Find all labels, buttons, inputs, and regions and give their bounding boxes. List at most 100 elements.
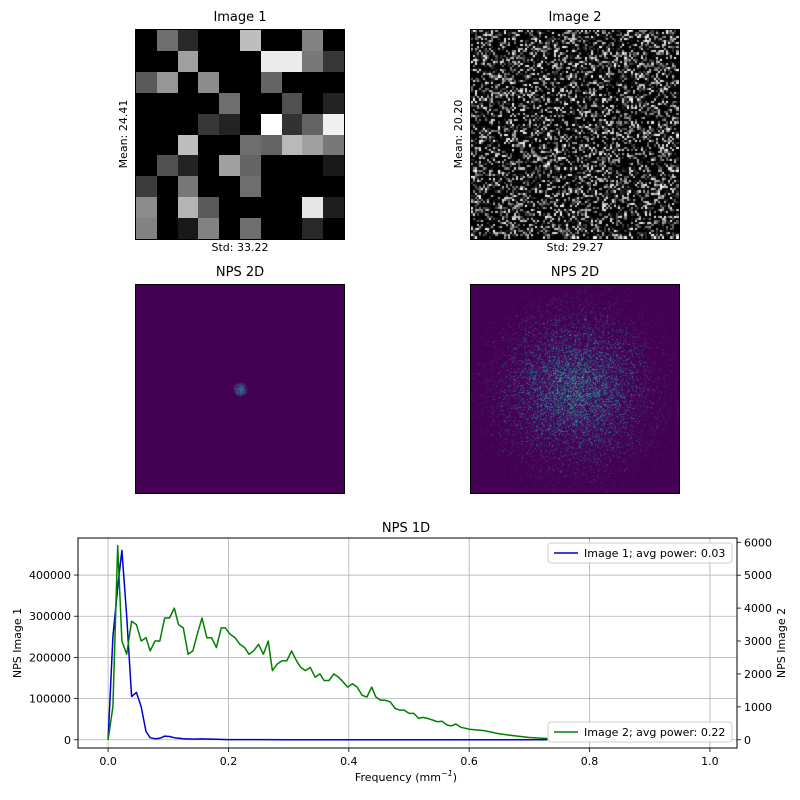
image1-pixel [302,135,323,155]
series-image1-line [107,549,548,741]
image1-pixel [302,218,323,239]
image1-pixel [157,93,178,114]
y-tick-label: 400000 [29,569,71,582]
image1-title: Image 1 [213,10,267,25]
image1-pixel [178,93,198,114]
image1-pixel [178,155,198,176]
image1-pixel [240,218,261,239]
image1-pixel [157,135,178,155]
image2-heatmap [470,29,680,240]
image1-pixel [219,51,240,72]
image1-pixel [323,197,344,218]
x-tick-label: 0.8 [581,755,599,768]
image1-pixel [282,93,302,114]
image1-pixel [302,176,323,197]
image1-pixel [302,114,323,135]
image1-pixel [261,197,282,218]
legend-image2-label: Image 2; avg power: 0.22 [584,726,725,739]
image1-pixel [302,197,323,218]
image1-std-label: Std: 33.22 [211,241,269,254]
image1-pixel [198,51,219,72]
image1-pixel [136,176,157,197]
nps1d-chart: NPS 1D 0.0 0.2 0.4 0.6 0.8 1.0 0 100000 200000 30… [11,521,788,784]
image1-pixel [282,197,302,218]
x-tick-label: 1.0 [701,755,719,768]
image1-pixel [240,30,261,51]
image1-pixel [302,30,323,51]
nps2d-2-heatmap [470,284,680,494]
image1-pixel [157,155,178,176]
image1-pixel [282,72,302,93]
image1-pixel [261,30,282,51]
image1-pixel [219,135,240,155]
image1-pixel [178,30,198,51]
image1-pixel [323,51,344,72]
image1-pixel [157,114,178,135]
image1-pixel [136,93,157,114]
legend-image1: Image 1; avg power: 0.03 [547,542,733,564]
image1-pixel [136,114,157,135]
y2-tick-label: 5000 [744,569,772,582]
nps2d-1-title: NPS 2D [215,265,265,280]
image1-pixel [219,30,240,51]
x-tick-label: 0.2 [220,755,238,768]
x-tick-label: 0.4 [340,755,358,768]
image1-pixel [302,155,323,176]
y-tick-label: 300000 [29,610,71,623]
image1-pixel [219,176,240,197]
y2-tick-label: 4000 [744,602,772,615]
image1-pixel [136,72,157,93]
image2-title: Image 2 [548,10,602,25]
y-tick-label: 100000 [29,693,71,706]
image1-pixel [323,135,344,155]
image1-pixel [157,72,178,93]
image1-pixel [198,176,219,197]
image1-pixel [240,155,261,176]
image1-pixel [261,114,282,135]
image1-pixel [261,176,282,197]
image1-pixel [302,72,323,93]
image1-pixel [178,135,198,155]
image1-pixel [178,218,198,239]
y2-tick-label: 2000 [744,668,772,681]
image1-pixel [198,72,219,93]
image1-pixel [178,72,198,93]
image2-std-label: Std: 29.27 [546,241,604,254]
image1-pixel [240,72,261,93]
nps1d-ylabel: NPS Image 1 [11,608,24,678]
nps1d-title: NPS 1D [382,521,430,536]
image1-pixel [240,135,261,155]
nps1d-plot-frame [77,537,738,749]
nps1d-xlabel-close: ) [453,771,457,784]
y2-tick-label: 1000 [744,701,772,714]
image1-pixel [219,114,240,135]
image1-pixel [178,197,198,218]
x-tick-label: 0.6 [460,755,478,768]
image2-mean-label: Mean: 20.20 [452,99,465,169]
nps1d-xlabel: Frequency (mm−1) [355,769,457,784]
image1-pixel [136,155,157,176]
image1-pixel [219,72,240,93]
image1-pixel [261,51,282,72]
image1-pixel [323,93,344,114]
image1-pixel [198,197,219,218]
image1-pixel [178,51,198,72]
image1-pixel [157,197,178,218]
image1-pixel [157,51,178,72]
image1-mean-label: Mean: 24.41 [117,99,130,169]
image1-pixel [323,114,344,135]
image1-pixel [178,114,198,135]
image1-pixel [261,155,282,176]
image1-pixel [198,93,219,114]
image1-pixel [240,114,261,135]
image1-pixel [261,135,282,155]
image1-pixel [240,176,261,197]
legend-image2: Image 2; avg power: 0.22 [547,721,733,743]
image1-pixel [198,155,219,176]
nps1d-xlabel-exponent: −1 [441,769,453,778]
image1-pixel [136,30,157,51]
image1-pixel [282,135,302,155]
nps2d-1-heatmap [135,284,345,494]
image1-pixel [198,135,219,155]
image1-pixel [178,176,198,197]
